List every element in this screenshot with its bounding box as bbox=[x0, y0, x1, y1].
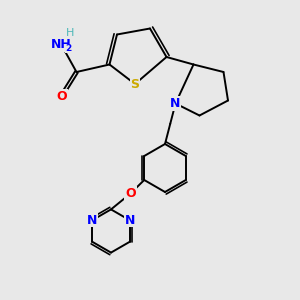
Text: NH: NH bbox=[51, 38, 72, 52]
Text: O: O bbox=[56, 89, 67, 103]
Text: N: N bbox=[87, 214, 98, 227]
Text: 2: 2 bbox=[65, 44, 71, 53]
Text: O: O bbox=[125, 187, 136, 200]
Text: N: N bbox=[170, 97, 181, 110]
Text: N: N bbox=[124, 214, 135, 227]
Text: H: H bbox=[66, 28, 75, 38]
Text: S: S bbox=[130, 77, 140, 91]
